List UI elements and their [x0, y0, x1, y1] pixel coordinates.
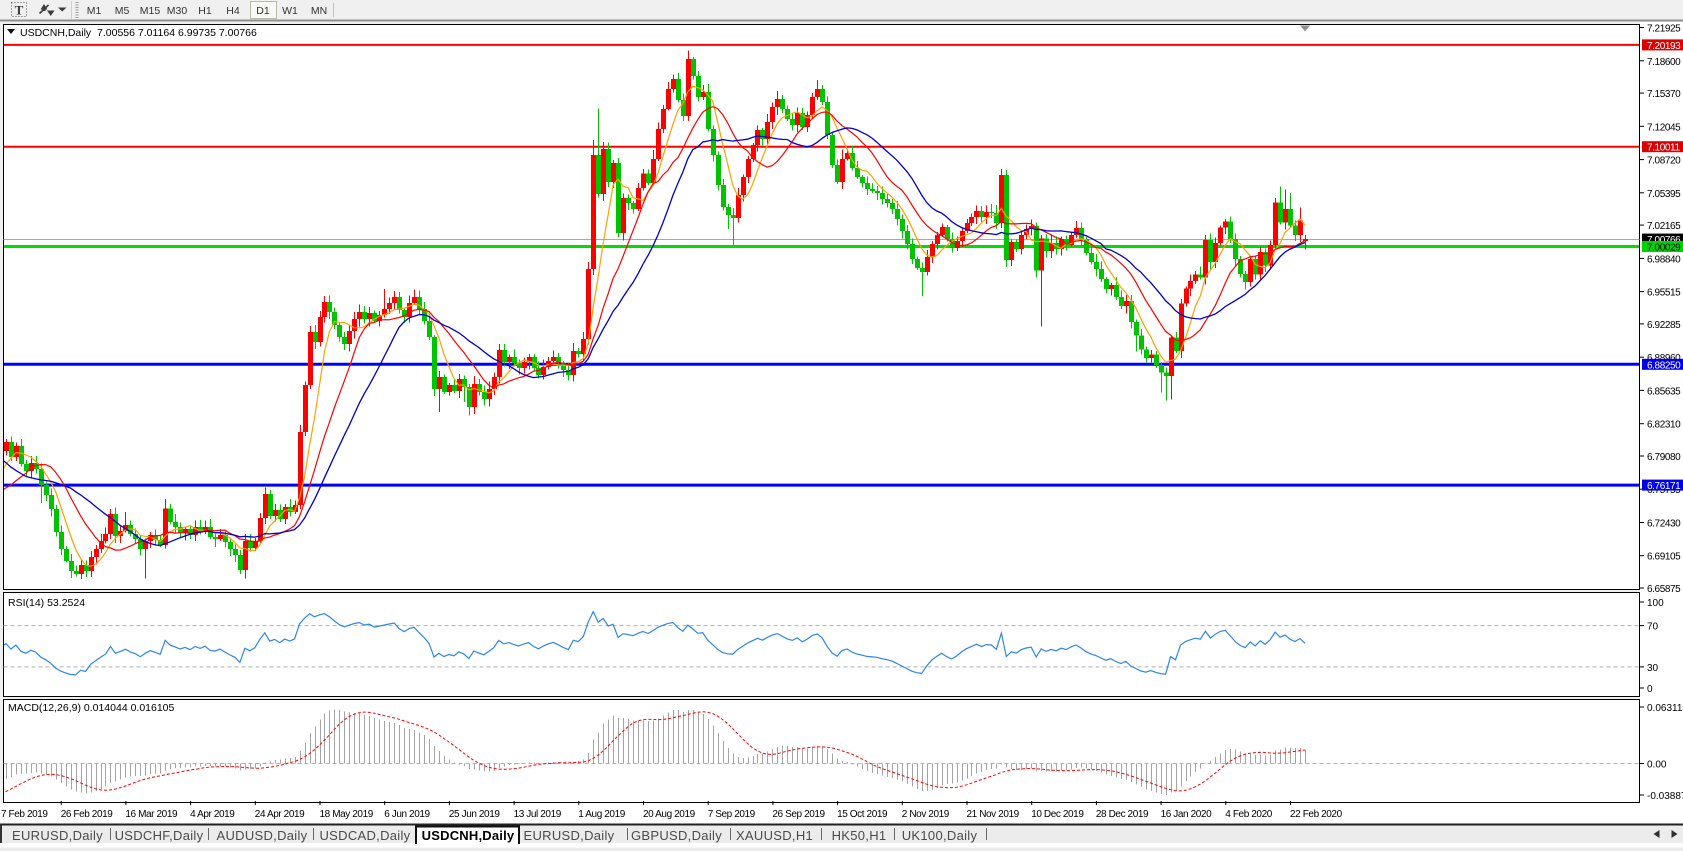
svg-text:USDCNH,Daily: USDCNH,Daily	[422, 828, 515, 843]
svg-text:MN: MN	[311, 5, 327, 17]
svg-text:USDCNH,Daily 7.00556 7.01164: USDCNH,Daily 7.00556 7.01164 6.99735 7.0…	[20, 27, 257, 39]
svg-text:D1: D1	[256, 5, 270, 17]
svg-text:16 Jan 2020: 16 Jan 2020	[1161, 809, 1212, 820]
svg-text:6.85635: 6.85635	[1647, 386, 1681, 397]
svg-text:15 Oct 2019: 15 Oct 2019	[837, 809, 888, 820]
svg-text:7.10011: 7.10011	[1647, 143, 1680, 154]
svg-text:XAUUSD,H1: XAUUSD,H1	[736, 828, 813, 843]
svg-text:21 Nov 2019: 21 Nov 2019	[967, 809, 1020, 820]
svg-text:7.20193: 7.20193	[1647, 41, 1681, 52]
svg-text:EURUSD,Daily: EURUSD,Daily	[523, 828, 614, 843]
svg-text:7.05395: 7.05395	[1647, 189, 1681, 200]
svg-text:M15: M15	[140, 5, 161, 17]
svg-text:MACD(12,26,9) 0.014044 0.01610: MACD(12,26,9) 0.014044 0.016105	[8, 702, 175, 714]
svg-text:7.12045: 7.12045	[1647, 122, 1681, 133]
svg-text:USDCAD,Daily: USDCAD,Daily	[319, 828, 410, 843]
svg-text:UK100,Daily: UK100,Daily	[902, 828, 978, 843]
svg-text:6.75755: 6.75755	[1647, 485, 1681, 496]
svg-text:-0.038872: -0.038872	[1647, 791, 1683, 802]
svg-text:6.76171: 6.76171	[1647, 481, 1681, 492]
svg-text:7.00766: 7.00766	[1647, 235, 1681, 246]
svg-text:7 Feb 2019: 7 Feb 2019	[1, 809, 48, 820]
svg-text:7.15370: 7.15370	[1647, 89, 1681, 100]
svg-text:7.08720: 7.08720	[1647, 156, 1681, 167]
svg-text:20 Aug 2019: 20 Aug 2019	[643, 809, 696, 820]
svg-text:M5: M5	[115, 5, 130, 17]
svg-text:RSI(14) 53.2524: RSI(14) 53.2524	[8, 597, 85, 609]
svg-text:30: 30	[1647, 663, 1659, 674]
svg-text:4 Apr 2019: 4 Apr 2019	[190, 809, 235, 820]
svg-text:24 Apr 2019: 24 Apr 2019	[255, 809, 305, 820]
svg-text:18 May 2019: 18 May 2019	[320, 809, 374, 820]
svg-text:6.98840: 6.98840	[1647, 254, 1681, 265]
svg-text:M30: M30	[167, 5, 188, 17]
svg-text:4 Feb 2020: 4 Feb 2020	[1225, 809, 1272, 820]
svg-text:AUDUSD,Daily: AUDUSD,Daily	[216, 828, 307, 843]
svg-text:GBPUSD,Daily: GBPUSD,Daily	[631, 828, 722, 843]
svg-text:22 Feb 2020: 22 Feb 2020	[1290, 809, 1343, 820]
svg-text:10 Dec 2019: 10 Dec 2019	[1031, 809, 1084, 820]
svg-text:0.00: 0.00	[1647, 760, 1667, 771]
svg-text:EURUSD,Daily: EURUSD,Daily	[12, 828, 103, 843]
svg-text:7.00029: 7.00029	[1647, 243, 1681, 254]
svg-text:6.69105: 6.69105	[1647, 552, 1681, 563]
svg-text:25 Jun 2019: 25 Jun 2019	[449, 809, 500, 820]
svg-text:16 Mar 2019: 16 Mar 2019	[125, 809, 178, 820]
svg-text:6.95515: 6.95515	[1647, 288, 1681, 299]
svg-text:7.21925: 7.21925	[1647, 24, 1681, 35]
svg-text:0: 0	[1647, 684, 1653, 695]
svg-text:M1: M1	[87, 5, 102, 17]
svg-text:6.88250: 6.88250	[1647, 360, 1681, 371]
svg-text:6.72430: 6.72430	[1647, 519, 1681, 530]
svg-text:W1: W1	[282, 5, 298, 17]
svg-text:26 Feb 2019: 26 Feb 2019	[61, 809, 114, 820]
svg-text:H1: H1	[198, 5, 212, 17]
svg-text:6.88960: 6.88960	[1647, 353, 1681, 364]
svg-text:HK50,H1: HK50,H1	[832, 828, 887, 843]
svg-text:6 Jun 2019: 6 Jun 2019	[384, 809, 430, 820]
svg-text:USDCHF,Daily: USDCHF,Daily	[115, 828, 204, 843]
svg-text:6.92285: 6.92285	[1647, 320, 1681, 331]
svg-text:7 Sep 2019: 7 Sep 2019	[708, 809, 756, 820]
svg-text:6.82310: 6.82310	[1647, 420, 1681, 431]
svg-text:6.79080: 6.79080	[1647, 452, 1681, 463]
svg-text:70: 70	[1647, 622, 1659, 633]
svg-text:26 Sep 2019: 26 Sep 2019	[772, 809, 825, 820]
svg-text:7.02165: 7.02165	[1647, 221, 1681, 232]
svg-text:0.063113: 0.063113	[1647, 703, 1683, 714]
svg-text:28 Dec 2019: 28 Dec 2019	[1096, 809, 1149, 820]
svg-text:6.65875: 6.65875	[1647, 584, 1681, 595]
svg-text:T: T	[15, 3, 24, 18]
svg-text:13 Jul 2019: 13 Jul 2019	[514, 809, 562, 820]
svg-text:H4: H4	[226, 5, 240, 17]
svg-text:100: 100	[1647, 598, 1664, 609]
svg-text:7.18600: 7.18600	[1647, 57, 1681, 68]
svg-text:2 Nov 2019: 2 Nov 2019	[902, 809, 950, 820]
svg-text:1 Aug 2019: 1 Aug 2019	[578, 809, 625, 820]
